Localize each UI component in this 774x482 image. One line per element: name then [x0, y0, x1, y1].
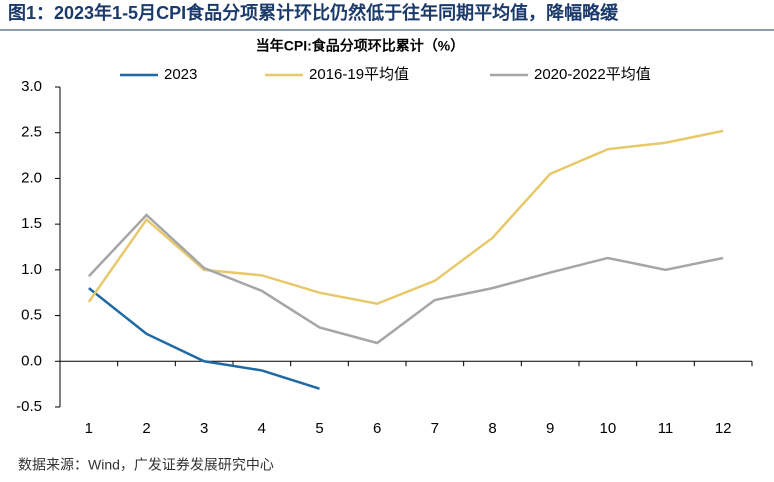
legend-label: 2016-19平均值: [309, 66, 409, 83]
x-tick-label: 6: [373, 420, 381, 437]
x-tick-label: 11: [658, 420, 674, 437]
series-line: [88, 287, 320, 390]
x-tick-label: 9: [546, 420, 554, 437]
series-line: [87, 129, 724, 305]
x-tick-label: 4: [258, 420, 266, 437]
x-tick-label: 12: [715, 420, 732, 437]
y-tick-label: 3.0: [21, 78, 42, 95]
chart-subtitle: 当年CPI:食品分项环比累计（%）: [256, 38, 464, 54]
y-tick-label: 1.0: [21, 261, 42, 278]
series-line: [87, 213, 724, 345]
x-tick-label: 3: [200, 420, 208, 437]
x-tick-label: 2: [142, 420, 150, 437]
x-tick-label: 1: [85, 420, 93, 437]
source-note: 数据来源：Wind，广发证券发展研究中心: [18, 457, 274, 473]
y-tick-label: 2.5: [21, 124, 42, 141]
legend-label: 2023: [164, 66, 197, 83]
x-tick-label: 5: [315, 420, 323, 437]
y-tick-label: -0.5: [16, 398, 42, 415]
x-tick-label: 7: [431, 420, 439, 437]
y-tick-label: 2.0: [21, 169, 42, 186]
y-tick-label: 0.0: [21, 352, 42, 369]
y-tick-label: 1.5: [21, 215, 42, 232]
x-tick-label: 10: [599, 420, 616, 437]
legend-label: 2020-2022平均值: [534, 66, 651, 83]
x-tick-label: 8: [488, 420, 496, 437]
y-tick-label: 0.5: [21, 307, 42, 324]
chart-title: 图1：2023年1-5月CPI食品分项累计环比仍然低于往年同期平均值，降幅略缓: [8, 2, 619, 23]
